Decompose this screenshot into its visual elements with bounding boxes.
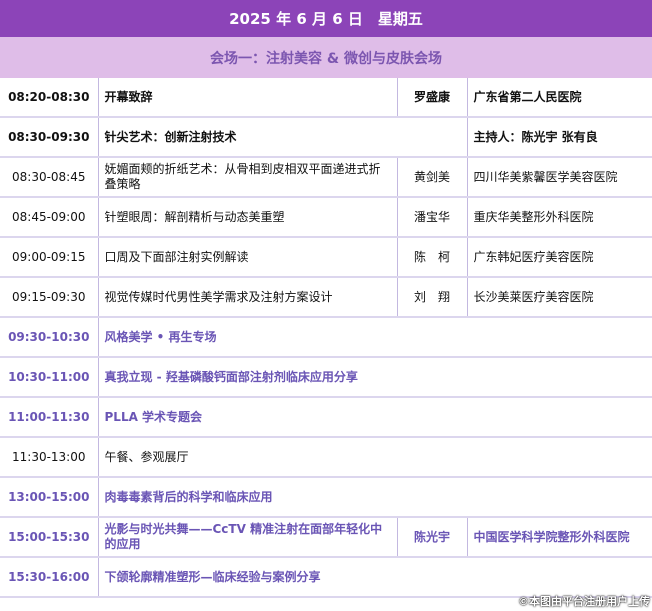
topic-cell: 口周及下面部注射实例解读 (97, 237, 397, 278)
time-cell: 08:30-09:30 (0, 117, 98, 158)
schedule-row: 09:30-10:30 风格美学 • 再生专场 (0, 317, 652, 358)
topic-cell: 肉毒毒素背后的科学和临床应用 (97, 477, 652, 518)
watermark: ©本图由平台注册用户上传 (518, 595, 650, 608)
schedule-row: 08:30-09:30 针尖艺术：创新注射技术 主持人：陈光宇 张有良 (0, 117, 652, 158)
speaker-cell: 潘宝华 (396, 197, 467, 238)
schedule-row: 09:15-09:30 视觉传媒时代男性美学需求及注射方案设计刘 翔长沙美莱医疗美… (0, 277, 652, 318)
topic-cell: PLLA 学术专题会 (97, 397, 652, 438)
speaker-cell: 刘 翔 (396, 277, 467, 318)
hospital-cell: 长沙美莱医疗美容医院 (466, 277, 652, 318)
topic-cell: 开幕致辞 (97, 78, 397, 118)
time-cell: 10:30-11:00 (0, 357, 98, 398)
time-cell: 09:00-09:15 (0, 237, 98, 278)
schedule-row: 10:30-11:00 真我立现 - 羟基磷酸钙面部注射剂临床应用分享 (0, 357, 652, 398)
topic-cell: 光影与时光共舞——CcTV 精准注射在面部年轻化中的应用 (97, 517, 397, 558)
schedule-row: 15:00-15:30 光影与时光共舞——CcTV 精准注射在面部年轻化中的应用陈… (0, 517, 652, 558)
hospital-cell: 四川华美紫馨医学美容医院 (466, 157, 652, 198)
time-cell: 13:00-15:00 (0, 477, 98, 518)
schedule-row: 15:30-16:00 下颌轮廓精准塑形—临床经验与案例分享 (0, 557, 652, 598)
time-cell: 15:30-16:00 (0, 557, 98, 598)
topic-cell: 针塑眼周：解剖精析与动态美重塑 (97, 197, 397, 238)
schedule-table: 08:20-08:30 开幕致辞 罗盛康 广东省第二人民医院 08:30-09:30 针尖… (0, 78, 652, 598)
time-cell: 09:30-10:30 (0, 317, 98, 358)
date-header: 2025 年 6 月 6 日 星期五 (0, 0, 652, 37)
speaker-cell: 陈 柯 (396, 237, 467, 278)
topic-cell: 视觉传媒时代男性美学需求及注射方案设计 (97, 277, 397, 318)
schedule-row: 08:45-09:00 针塑眼周：解剖精析与动态美重塑 潘宝华 重庆华美整形外科医院 (0, 197, 652, 238)
topic-cell: 真我立现 - 羟基磷酸钙面部注射剂临床应用分享 (97, 357, 652, 398)
speaker-cell: 黄剑美 (396, 157, 467, 198)
hospital-cell: 广东韩妃医疗美容医院 (466, 237, 652, 278)
hospital-cell: 广东省第二人民医院 (466, 78, 652, 118)
time-cell: 11:00-11:30 (0, 397, 98, 438)
schedule-row: 08:30-08:45 妩媚面颊的折纸艺术：从骨相到皮相双平面递进式折叠策略 黄剑美… (0, 157, 652, 198)
hospital-cell: 中国医学科学院整形外科医院 (466, 517, 652, 558)
schedule-row: 11:00-11:30 PLLA 学术专题会 (0, 397, 652, 438)
host-cell: 主持人：陈光宇 张有良 (466, 117, 652, 158)
speaker-cell: 罗盛康 (396, 78, 467, 118)
time-cell: 15:00-15:30 (0, 517, 98, 558)
topic-cell: 妩媚面颊的折纸艺术：从骨相到皮相双平面递进式折叠策略 (97, 157, 397, 198)
time-cell: 09:15-09:30 (0, 277, 98, 318)
topic-cell: 午餐、参观展厅 (97, 437, 652, 478)
schedule-row: 13:00-15:00 肉毒毒素背后的科学和临床应用 (0, 477, 652, 518)
time-cell: 08:45-09:00 (0, 197, 98, 238)
topic-cell: 下颌轮廓精准塑形—临床经验与案例分享 (97, 557, 652, 598)
topic-cell: 针尖艺术：创新注射技术 (97, 117, 467, 158)
hospital-cell: 重庆华美整形外科医院 (466, 197, 652, 238)
topic-cell: 风格美学 • 再生专场 (97, 317, 652, 358)
time-cell: 08:30-08:45 (0, 157, 98, 198)
venue-header: 会场一：注射美容 & 微创与皮肤会场 (0, 37, 652, 78)
time-cell: 11:30-13:00 (0, 437, 98, 478)
speaker-cell: 陈光宇 (396, 517, 467, 558)
schedule-row: 08:20-08:30 开幕致辞 罗盛康 广东省第二人民医院 (0, 78, 652, 118)
schedule-row: 09:00-09:15 口周及下面部注射实例解读陈 柯广东韩妃医疗美容医院 (0, 237, 652, 278)
time-cell: 08:20-08:30 (0, 78, 98, 118)
schedule-row: 11:30-13:00 午餐、参观展厅 (0, 437, 652, 478)
